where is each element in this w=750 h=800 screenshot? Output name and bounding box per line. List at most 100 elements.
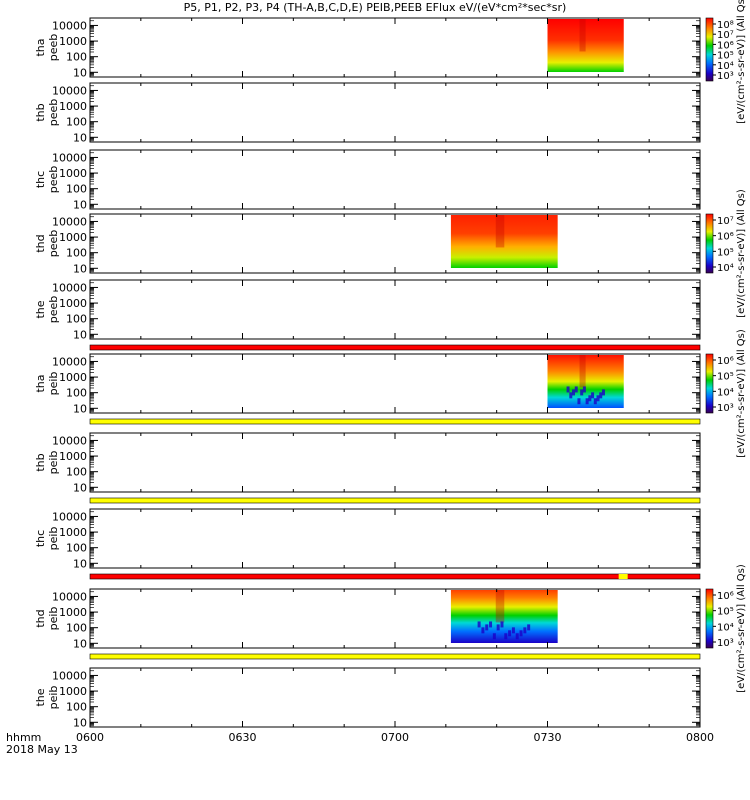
y-tick-label: 10 [73,716,87,729]
panel-the-peib: 10 100 1000 10000 the peib [34,667,701,729]
chart-title: P5, P1, P2, P3, P4 (TH-A,B,C,D,E) PEIB,P… [183,1,567,14]
y-tick-label: 10000 [52,19,87,32]
y-tick-label: 10 [73,481,87,494]
y-tick-label: 1000 [59,297,87,310]
panel-probe-label: tha [34,38,47,56]
colorbar-label: [eV/(cm²-s-sr-eV)] (All Qs) [736,564,747,693]
spectrogram-speckle [492,633,496,640]
spectrogram-block [450,215,558,268]
y-tick-label: 10000 [52,355,87,368]
spectrogram-speckle [577,398,581,405]
colorbar-tick-label: 10⁴ [717,387,734,398]
panel-species-label: peib [47,607,60,631]
spectrogram-feature [579,355,586,388]
panel-probe-label: the [34,688,47,706]
colorbar-tick-label: 10⁷ [717,30,734,41]
spectrogram-speckle [519,630,523,637]
x-tick-label: 0800 [686,731,714,744]
y-tick-label: 100 [66,313,87,326]
panel-species-label: peib [47,372,60,396]
panel-species-label: peeb [47,166,60,194]
colorbar-tick-label: 10⁵ [717,247,734,258]
y-tick-label: 10000 [52,510,87,523]
panel-thc-peib: 10 100 1000 10000 thc peib [34,508,701,570]
y-tick-label: 10 [73,637,87,650]
x-tick-label: 0730 [534,731,562,744]
y-tick-label: 100 [66,116,87,129]
y-tick-label: 1000 [59,167,87,180]
status-bar-frame [89,497,701,504]
spectrogram-feature [495,215,505,248]
spectrogram-speckle [593,398,597,405]
spectrogram-speckle [574,386,578,393]
panel-probe-label: the [34,300,47,318]
panel-probe-label: thd [34,234,47,252]
status-bar-fill [90,498,700,503]
colorbar: 10⁷ 10⁶ 10⁵ 10⁴ [eV/(cm²-s-sr-eV)] (All Qs) [705,189,747,318]
panel-thb-peib: 10 100 1000 10000 thb peib [34,432,701,494]
status-bar [89,573,701,580]
y-tick-label: 100 [66,542,87,555]
colorbar-tick-label: 10⁶ [717,232,734,243]
colorbar-tick-label: 10⁵ [717,51,734,62]
spectrogram-speckle [601,389,605,396]
panel-species-label: peib [47,527,60,551]
y-tick-label: 10 [73,262,87,275]
panel-the-peeb: 10 100 1000 10000 the peeb [34,279,701,341]
status-flag [618,574,628,579]
panel-frame [89,588,701,649]
y-tick-label: 100 [66,466,87,479]
panel-frame [89,432,701,493]
status-bar-frame [89,573,701,580]
colorbar: 10⁶ 10⁵ 10⁴ 10³ [eV/(cm²-s-sr-eV)] (All Qs) [705,564,747,693]
colorbar-tick-label: 10⁶ [717,591,734,602]
colorbar-tick-label: 10³ [717,638,734,649]
colorbar-scale [705,588,714,649]
panel-frame [89,213,701,274]
y-tick-label: 100 [66,247,87,260]
status-bar [89,497,701,504]
panel-tha-peeb: 10 100 1000 10000 tha peeb [34,17,701,79]
y-tick-label: 10 [73,198,87,211]
spectrogram-speckle [511,627,515,634]
spectrogram-speckle [588,395,592,402]
spectrogram-block [547,19,624,72]
panel-probe-label: thb [34,103,47,121]
x-axis-date-label: 2018 May 13 [6,743,78,756]
colorbar: 10⁶ 10⁵ 10⁴ 10³ [eV/(cm²-s-sr-eV)] (All Qs) [705,329,747,458]
y-tick-label: 1000 [59,606,87,619]
panel-species-label: peeb [47,230,60,258]
y-tick-label: 10 [73,131,87,144]
y-tick-label: 10000 [52,151,87,164]
y-tick-label: 100 [66,51,87,64]
status-bar-fill [90,574,700,579]
x-tick-label: 0600 [76,731,104,744]
panel-species-label: peib [47,686,60,710]
spectrogram-speckle [569,392,573,399]
spectrogram-speckle [477,621,481,628]
panel-frame [89,508,701,569]
colorbar-tick-label: 10³ [717,71,734,82]
spectrogram-speckle [481,627,485,634]
status-bar-fill [90,654,700,659]
colorbar-scale [705,353,714,414]
y-tick-label: 1000 [59,450,87,463]
y-tick-label: 1000 [59,231,87,244]
panel-thd-peib: 10 100 1000 10000 thd peib [34,588,701,650]
panel-frame [89,149,701,210]
colorbar-label: [eV/(cm²-s-sr-eV)] (All Qs) [736,329,747,458]
colorbar-tick-label: 10⁷ [717,216,734,227]
spectrogram-speckle [596,395,600,402]
spectrogram-speckle [527,624,531,631]
y-tick-label: 1000 [59,35,87,48]
y-tick-label: 10000 [52,434,87,447]
y-tick-label: 100 [66,387,87,400]
y-tick-label: 10000 [52,84,87,97]
colorbar-scale [705,213,714,274]
panel-species-label: peeb [47,296,60,324]
spectrogram-speckle [580,389,584,396]
spectrogram-speckle [599,392,603,399]
colorbar-tick-label: 10⁴ [717,61,734,72]
spectrogram-feature [495,590,505,623]
